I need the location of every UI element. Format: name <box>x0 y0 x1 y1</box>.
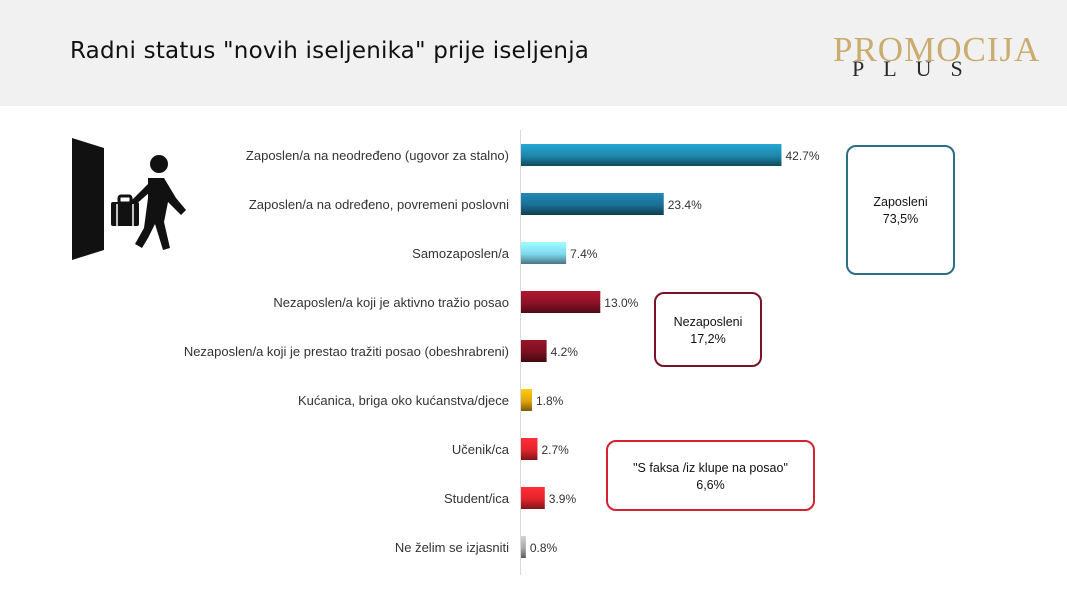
person-exit-icon <box>72 138 186 260</box>
value-label-9: 0.8% <box>530 541 558 555</box>
category-label-2: Zaposlen/a na određeno, povremeni poslov… <box>249 197 509 212</box>
unemployed-group-value: 17,2% <box>690 332 726 346</box>
bar-8 <box>521 487 545 509</box>
employed-group-title: Zaposleni <box>873 195 928 209</box>
category-label-7: Učenik/ca <box>452 442 510 457</box>
bar-5 <box>521 340 547 362</box>
employed-group-box <box>846 145 955 275</box>
bar-6 <box>521 389 532 411</box>
bar-3 <box>521 242 567 264</box>
category-label-5: Nezaposlen/a koji je prestao tražiti pos… <box>184 344 509 359</box>
students-group-title: "S faksa /iz klupe na posao" <box>633 461 788 475</box>
value-label-1: 42.7% <box>785 149 819 163</box>
logo-subtext: PLUS <box>852 56 982 81</box>
students-group-box: "S faksa /iz klupe na posao" 6,6% <box>606 440 815 511</box>
category-label-6: Kućanica, briga oko kućanstva/djece <box>298 393 509 408</box>
value-label-4: 13.0% <box>604 296 638 310</box>
employed-group-label: Zaposleni 73,5% <box>846 194 955 228</box>
bar-7 <box>521 438 538 460</box>
unemployed-group-box: Nezaposleni 17,2% <box>654 292 762 367</box>
value-label-3: 7.4% <box>570 247 598 261</box>
students-group-value: 6,6% <box>696 478 725 492</box>
value-label-6: 1.8% <box>536 394 564 408</box>
bar-4 <box>521 291 601 313</box>
unemployed-group-title: Nezaposleni <box>673 315 743 329</box>
page-title: Radni status "novih iseljenika" prije is… <box>70 38 590 64</box>
category-label-4: Nezaposlen/a koji je aktivno tražio posa… <box>273 295 509 310</box>
bar-2 <box>521 193 664 215</box>
logo-text: PROMOCIJA <box>833 30 1041 69</box>
bar-1 <box>521 144 782 166</box>
value-label-5: 4.2% <box>551 345 579 359</box>
value-label-2: 23.4% <box>668 198 702 212</box>
bar-9 <box>521 536 526 558</box>
value-label-7: 2.7% <box>541 443 569 457</box>
category-label-9: Ne želim se izjasniti <box>395 540 509 555</box>
category-label-8: Student/ica <box>444 491 510 506</box>
employed-group-value: 73,5% <box>882 212 919 226</box>
header-band: Radni status "novih iseljenika" prije is… <box>0 0 1067 106</box>
value-label-8: 3.9% <box>549 492 577 506</box>
category-label-3: Samozaposlen/a <box>412 246 510 261</box>
category-label-1: Zaposlen/a na neodređeno (ugovor za stal… <box>246 148 509 163</box>
